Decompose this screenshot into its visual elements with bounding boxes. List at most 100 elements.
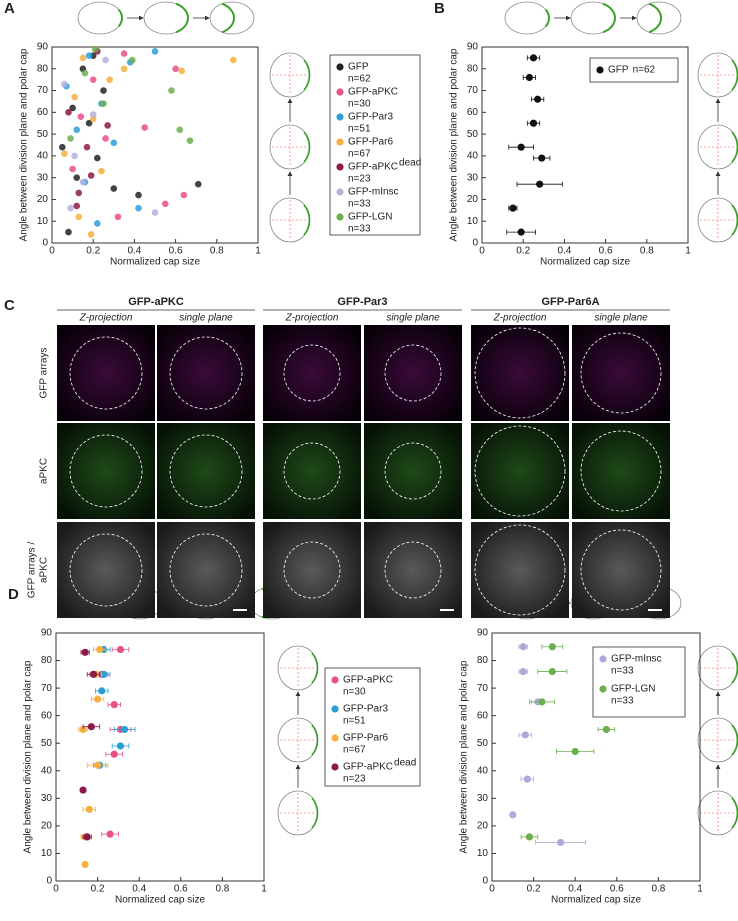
cell-outline xyxy=(504,1,550,35)
cell-outline xyxy=(697,52,738,98)
point xyxy=(523,775,531,783)
y-tick-label: 20 xyxy=(477,821,489,832)
point xyxy=(162,200,169,208)
point xyxy=(71,93,78,101)
cell-boundary xyxy=(580,430,662,512)
cell-boundary xyxy=(580,332,662,414)
legend-box xyxy=(324,667,421,787)
legend-label: GFP-LGN xyxy=(348,212,392,223)
point xyxy=(548,643,556,651)
legend-n: n=23 xyxy=(348,174,371,185)
micrograph xyxy=(157,423,255,519)
point xyxy=(517,228,525,236)
legend-marker xyxy=(336,88,344,96)
x-tick-label: 0.2 xyxy=(516,246,530,257)
legend-marker xyxy=(336,113,344,121)
point xyxy=(172,65,179,73)
point xyxy=(602,725,611,734)
point xyxy=(517,143,525,151)
panel-label: C xyxy=(4,297,15,314)
point xyxy=(141,124,148,131)
legend-label: GFP-mInsc xyxy=(611,654,662,665)
x-tick-label: 1 xyxy=(255,246,261,257)
legend-superscript: dead xyxy=(394,758,416,769)
point xyxy=(571,747,579,756)
point xyxy=(135,204,142,212)
point xyxy=(120,50,128,57)
legend-marker xyxy=(336,163,344,171)
point xyxy=(65,228,72,236)
panel-label: D xyxy=(8,586,19,603)
point xyxy=(73,202,81,210)
legend-n: n=51 xyxy=(343,716,366,727)
point xyxy=(81,860,89,869)
legend-label: GFP xyxy=(348,62,369,73)
legend-label: GFP-Par6 xyxy=(343,733,388,744)
cell-boundary xyxy=(384,344,442,402)
legend-label: GFP-Par6 xyxy=(348,137,393,148)
y-tick-label: 50 xyxy=(477,738,489,749)
legend-n: n=30 xyxy=(348,99,371,110)
point xyxy=(89,76,97,83)
cell-cap xyxy=(311,724,319,756)
cell-cap xyxy=(731,724,738,756)
y-tick-label: 0 xyxy=(46,876,52,887)
y-tick-label: 90 xyxy=(41,628,53,639)
plot-frame xyxy=(51,46,259,244)
point xyxy=(73,174,81,181)
point xyxy=(83,143,91,151)
legend-n: n=62 xyxy=(633,65,656,76)
x-tick-label: 0.8 xyxy=(215,884,229,895)
cell-boundary xyxy=(169,533,243,607)
x-tick-label: 0.2 xyxy=(91,884,105,895)
y-tick-label: 60 xyxy=(467,107,479,118)
x-axis-label: Normalized cap size xyxy=(551,895,641,906)
point xyxy=(538,154,546,162)
point xyxy=(79,725,87,734)
point xyxy=(89,670,98,678)
micrograph xyxy=(364,423,462,519)
micrograph xyxy=(263,325,361,421)
cell-cap xyxy=(648,2,662,34)
y-tick-label: 10 xyxy=(477,848,489,859)
y-tick-label: 40 xyxy=(467,151,479,162)
cell-boundary xyxy=(69,434,143,508)
point xyxy=(85,119,93,127)
y-tick-label: 60 xyxy=(37,107,49,118)
cell-boundary xyxy=(283,344,341,402)
y-axis-label: Angle between division plane and polar c… xyxy=(459,660,470,853)
point xyxy=(110,701,118,709)
point xyxy=(69,165,76,173)
y-tick-label: 20 xyxy=(37,194,49,205)
group-title: GFP-Par3 xyxy=(337,296,387,308)
point xyxy=(509,811,517,819)
micrograph xyxy=(471,325,569,421)
point xyxy=(180,191,188,199)
y-tick-label: 80 xyxy=(477,655,489,666)
point xyxy=(106,830,114,838)
point xyxy=(79,54,87,62)
point xyxy=(61,80,68,88)
cell-cap xyxy=(311,652,319,684)
point xyxy=(89,111,97,118)
panel-label: B xyxy=(434,0,445,17)
point xyxy=(229,56,237,64)
cell-cap xyxy=(175,2,189,34)
y-tick-label: 0 xyxy=(42,238,48,249)
point xyxy=(538,698,546,706)
y-tick-label: 0 xyxy=(472,238,478,249)
point xyxy=(557,838,565,847)
x-tick-label: 1 xyxy=(261,884,267,895)
point xyxy=(87,172,95,179)
point xyxy=(121,725,129,734)
column-title: Z-projection xyxy=(493,313,547,324)
y-tick-label: 80 xyxy=(467,63,479,74)
x-axis-label: Normalized cap size xyxy=(110,257,200,268)
y-tick-label: 30 xyxy=(41,793,53,804)
cell-outline xyxy=(697,717,738,763)
micrograph xyxy=(263,423,361,519)
y-tick-label: 30 xyxy=(467,172,479,183)
cell-cap xyxy=(731,652,738,684)
cell-cap xyxy=(117,8,123,28)
legend-marker xyxy=(336,188,344,196)
